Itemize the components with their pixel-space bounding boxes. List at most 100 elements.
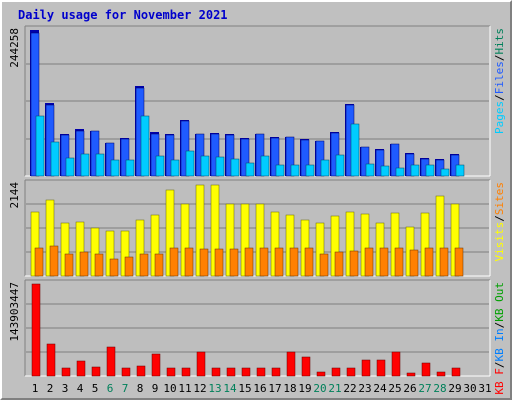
bar-pages: [215, 156, 225, 177]
bar-sites: [439, 247, 449, 277]
x-tick-label: 6: [107, 382, 114, 395]
bar-pages: [80, 153, 90, 177]
bar-kbf: [166, 367, 176, 377]
bar-pages: [455, 164, 465, 177]
x-tick-label: 30: [463, 382, 476, 395]
legend-entry-visits: Visits: [493, 222, 506, 262]
bar-sites: [244, 247, 254, 277]
x-tick-label: 7: [122, 382, 129, 395]
chart-title: Daily usage for November 2021: [18, 8, 228, 22]
bar-kbf: [241, 367, 251, 377]
legend-entry-pages: Pages: [493, 101, 506, 134]
legend-entry-sites: Sites: [493, 182, 506, 215]
bar-kbf: [91, 366, 101, 377]
legend-separator: /: [493, 215, 506, 222]
bar-pages: [440, 168, 450, 177]
x-tick-label: 15: [238, 382, 251, 395]
bar-kbf: [376, 359, 386, 377]
bar-files: [225, 134, 235, 177]
bar-pages: [155, 155, 165, 177]
bar-sites: [109, 258, 119, 277]
legend-separator: /: [493, 362, 506, 369]
bar-pages: [365, 163, 375, 177]
bar-files: [75, 130, 85, 177]
bar-files: [60, 134, 70, 177]
bar-pages: [65, 157, 75, 177]
bar-sites: [229, 248, 239, 277]
bar-sites: [274, 247, 284, 277]
bar-files: [435, 159, 445, 177]
bar-kbf: [271, 367, 281, 377]
bar-kbf: [436, 371, 446, 377]
bar-kbf: [76, 360, 86, 377]
bar-sites: [424, 247, 434, 277]
bar-files: [210, 133, 220, 177]
bar-pages: [50, 141, 60, 177]
bar-pages: [350, 123, 360, 177]
x-tick-label: 22: [343, 382, 356, 395]
bar-sites: [319, 253, 329, 277]
x-tick-label: 3: [62, 382, 69, 395]
panel-kbytes-legend: KB F/KB In/KB Out: [493, 282, 506, 395]
x-tick-label: 4: [77, 382, 84, 395]
bar-files: [300, 139, 310, 177]
x-tick-label: 31: [478, 382, 491, 395]
bar-files: [375, 149, 385, 177]
bar-files: [390, 143, 400, 177]
bar-pages: [230, 158, 240, 177]
x-tick-label: 8: [137, 382, 144, 395]
bar-pages: [200, 155, 210, 177]
bar-files: [255, 133, 265, 177]
bar-kbf: [211, 367, 221, 377]
panel-kbytes-y-max-label: 143903447: [8, 282, 21, 342]
bar-kbf: [136, 365, 146, 377]
bar-pages: [290, 164, 300, 177]
x-tick-label: 5: [92, 382, 99, 395]
bar-sites: [304, 247, 314, 277]
bar-sites: [454, 247, 464, 277]
x-tick-label: 28: [433, 382, 446, 395]
bar-pages: [95, 153, 105, 177]
bar-pages: [305, 164, 315, 177]
bar-sites: [34, 247, 44, 277]
bar-files: [45, 104, 55, 177]
bar-pages: [110, 159, 120, 177]
bar-files: [240, 138, 250, 177]
bar-sites: [169, 247, 179, 277]
bar-sites: [409, 249, 419, 277]
x-tick-label: 9: [152, 382, 159, 395]
bar-files: [30, 32, 40, 177]
bar-kbf: [46, 343, 56, 377]
bar-kbf: [181, 367, 191, 377]
bar-files: [285, 136, 295, 177]
x-tick-label: 11: [178, 382, 191, 395]
bar-kbf: [31, 283, 41, 377]
x-tick-label: 21: [328, 382, 341, 395]
bar-kbf: [121, 367, 131, 377]
bar-files: [315, 140, 325, 177]
bar-files: [180, 120, 190, 177]
bar-files: [150, 133, 160, 177]
bar-kbf: [301, 356, 311, 377]
x-tick-label: 17: [268, 382, 281, 395]
bar-sites: [349, 250, 359, 277]
bar-kbf: [406, 372, 416, 377]
bar-sites: [259, 247, 269, 277]
legend-entry-files: Files: [493, 61, 506, 94]
bar-pages: [380, 165, 390, 177]
bar-sites: [379, 247, 389, 277]
bar-sites: [139, 253, 149, 277]
bar-kbf: [331, 367, 341, 377]
bar-files: [90, 130, 100, 177]
x-tick-label: 26: [403, 382, 416, 395]
legend-entry-kb-out: KB Out: [493, 282, 506, 322]
bar-files: [105, 142, 115, 177]
bar-pages: [335, 154, 345, 177]
panel-visits-legend: Visits/Sites: [493, 182, 506, 262]
bar-kbf: [316, 371, 326, 377]
legend-entry-kb-f: KB F: [493, 368, 506, 395]
panel-visits-y-max-label: 2144: [8, 182, 21, 209]
bar-sites: [154, 253, 164, 277]
x-tick-label: 29: [448, 382, 461, 395]
